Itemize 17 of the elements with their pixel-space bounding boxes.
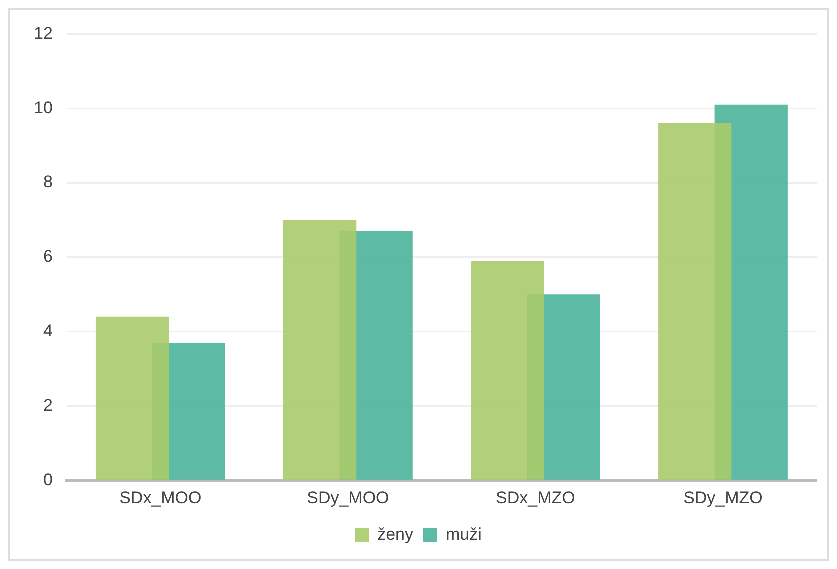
x-tick-label: SDy_MZO [684,488,763,508]
bar [471,261,544,480]
x-tick-label: SDx_MOO [120,488,202,508]
y-tick-label: 8 [43,172,53,192]
y-tick-label: 10 [34,98,53,118]
y-tick-label: 12 [34,24,53,43]
y-tick-label: 2 [43,396,53,415]
x-tick-label: SDx_MZO [496,488,576,508]
bar [284,220,357,480]
bar [96,316,170,480]
x-tick-label: SDy_MOO [307,488,390,508]
y-tick-label: 6 [43,247,53,266]
legend-label: ženy [378,525,414,544]
legend-label: muži [446,525,482,544]
y-tick-label: 4 [43,321,53,340]
bar [658,123,732,480]
y-tick-label: 0 [43,470,53,490]
